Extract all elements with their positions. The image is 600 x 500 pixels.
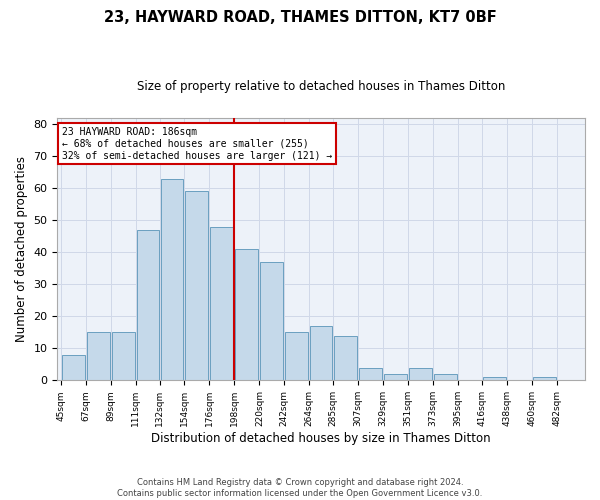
Title: Size of property relative to detached houses in Thames Ditton: Size of property relative to detached ho… — [137, 80, 505, 93]
Bar — [211, 226, 233, 380]
Text: 23 HAYWARD ROAD: 186sqm
← 68% of detached houses are smaller (255)
32% of semi-d: 23 HAYWARD ROAD: 186sqm ← 68% of detache… — [62, 128, 332, 160]
Bar — [112, 332, 134, 380]
Bar — [235, 249, 259, 380]
Bar — [137, 230, 158, 380]
Bar — [260, 262, 283, 380]
Bar — [161, 178, 184, 380]
Y-axis label: Number of detached properties: Number of detached properties — [15, 156, 28, 342]
Bar — [87, 332, 110, 380]
X-axis label: Distribution of detached houses by size in Thames Ditton: Distribution of detached houses by size … — [151, 432, 491, 445]
Bar — [384, 374, 407, 380]
Bar — [62, 354, 85, 380]
Bar — [310, 326, 332, 380]
Bar — [409, 368, 432, 380]
Text: 23, HAYWARD ROAD, THAMES DITTON, KT7 0BF: 23, HAYWARD ROAD, THAMES DITTON, KT7 0BF — [104, 10, 496, 25]
Bar — [434, 374, 457, 380]
Bar — [185, 192, 208, 380]
Text: Contains HM Land Registry data © Crown copyright and database right 2024.
Contai: Contains HM Land Registry data © Crown c… — [118, 478, 482, 498]
Bar — [533, 377, 556, 380]
Bar — [334, 336, 357, 380]
Bar — [359, 368, 382, 380]
Bar — [483, 377, 506, 380]
Bar — [286, 332, 308, 380]
